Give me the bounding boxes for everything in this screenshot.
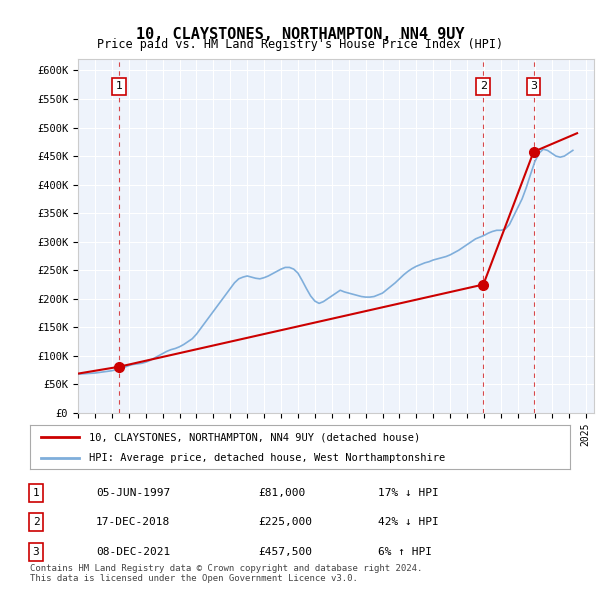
Text: 2: 2 <box>32 517 40 527</box>
Text: 1: 1 <box>116 81 122 91</box>
Text: HPI: Average price, detached house, West Northamptonshire: HPI: Average price, detached house, West… <box>89 453 446 463</box>
Text: 1: 1 <box>32 488 40 497</box>
Text: 42% ↓ HPI: 42% ↓ HPI <box>378 517 439 527</box>
Text: Price paid vs. HM Land Registry's House Price Index (HPI): Price paid vs. HM Land Registry's House … <box>97 38 503 51</box>
Text: 3: 3 <box>530 81 537 91</box>
Text: 3: 3 <box>32 547 40 556</box>
Text: 6% ↑ HPI: 6% ↑ HPI <box>378 547 432 556</box>
Text: 05-JUN-1997: 05-JUN-1997 <box>96 488 170 497</box>
Text: 08-DEC-2021: 08-DEC-2021 <box>96 547 170 556</box>
Text: 10, CLAYSTONES, NORTHAMPTON, NN4 9UY: 10, CLAYSTONES, NORTHAMPTON, NN4 9UY <box>136 27 464 41</box>
Text: 10, CLAYSTONES, NORTHAMPTON, NN4 9UY (detached house): 10, CLAYSTONES, NORTHAMPTON, NN4 9UY (de… <box>89 432 421 442</box>
Text: 17-DEC-2018: 17-DEC-2018 <box>96 517 170 527</box>
Text: £457,500: £457,500 <box>258 547 312 556</box>
Text: £81,000: £81,000 <box>258 488 305 497</box>
Text: Contains HM Land Registry data © Crown copyright and database right 2024.
This d: Contains HM Land Registry data © Crown c… <box>30 563 422 583</box>
Text: 17% ↓ HPI: 17% ↓ HPI <box>378 488 439 497</box>
Text: 2: 2 <box>480 81 487 91</box>
Text: £225,000: £225,000 <box>258 517 312 527</box>
